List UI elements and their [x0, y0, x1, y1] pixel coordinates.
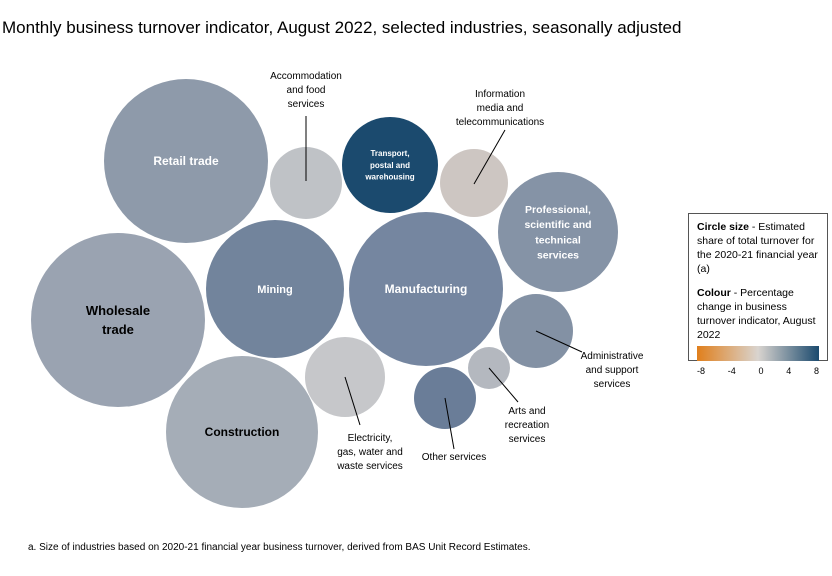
- bubble-label: Professional,: [525, 204, 591, 216]
- bubble-circle: [206, 220, 344, 358]
- bubble-label: Construction: [205, 425, 280, 439]
- legend-colour-text: - Percentage change in business turnover…: [697, 287, 816, 341]
- leader-line: [535, 330, 583, 353]
- legend-colour-label: Colour: [697, 287, 731, 299]
- bubble-label: recreation: [505, 420, 549, 431]
- bubble-construction: Construction: [166, 356, 318, 508]
- leader-line: [488, 367, 519, 403]
- bubble-circle: [342, 117, 438, 213]
- legend-colour: Colour - Percentage change in business t…: [697, 286, 819, 342]
- bubble-label: services: [509, 434, 546, 445]
- chart-title: Monthly business turnover indicator, Aug…: [2, 18, 682, 37]
- bubble-wholesale-trade: Wholesale trade: [31, 233, 205, 407]
- bubble-circle: [31, 233, 205, 407]
- legend-size-text: - Estimated share of total turnover for …: [697, 221, 818, 275]
- bubble-label: scientific and: [524, 219, 591, 231]
- bubble-information-media-and-telecommunications: Information media and telecommunications: [440, 89, 544, 217]
- bubble-label: services: [288, 99, 325, 110]
- tick: -4: [727, 366, 736, 376]
- bubble-label: services: [594, 379, 631, 390]
- bubble-label: Transport,: [370, 149, 409, 158]
- bubble-transport-postal-and-warehousing: Transport, postal and warehousing: [342, 117, 438, 213]
- bubble-label: telecommunications: [456, 117, 544, 128]
- footnote: a. Size of industries based on 2020-21 f…: [28, 542, 531, 553]
- bubble-label: Retail trade: [153, 154, 219, 168]
- bubble-label: Arts and: [508, 406, 545, 417]
- bubble-electricity-gas-water-and-waste-services: Electricity, gas, water and waste services: [305, 337, 403, 472]
- bubble-label: Other services: [422, 452, 486, 463]
- bubble-label: warehousing: [364, 172, 414, 181]
- bubble-label: trade: [102, 322, 134, 337]
- colour-scale-ticks: -8 -4 0 4 8: [697, 364, 819, 378]
- bubble-circle: [498, 172, 618, 292]
- bubble-other-services: Other services: [414, 367, 486, 463]
- bubble-arts-and-recreation-services: Arts and recreation services: [468, 347, 549, 445]
- bubble-label: postal and: [370, 161, 410, 170]
- tick: 0: [758, 366, 764, 376]
- bubble-label: waste services: [336, 461, 403, 472]
- leader-line: [444, 397, 455, 450]
- bubble-circle: [270, 147, 342, 219]
- colour-scale-bar: [697, 346, 819, 361]
- leader-line: [344, 376, 361, 426]
- bubble-label: Accommodation: [270, 71, 342, 82]
- tick: -8: [697, 366, 706, 376]
- legend-size-label: Circle size: [697, 221, 749, 233]
- bubble-label: Wholesale: [86, 303, 150, 318]
- bubble-label: Manufacturing: [385, 282, 468, 296]
- legend: Circle size - Estimated share of total t…: [688, 213, 828, 376]
- bubble-label: Mining: [257, 284, 292, 296]
- bubble-circle: [104, 79, 268, 243]
- bubble-circle: [349, 212, 503, 366]
- bubble-manufacturing: Manufacturing: [349, 212, 503, 366]
- leader-line: [473, 129, 506, 185]
- bubble-administrative-and-support-services: Administrative and support services: [499, 294, 644, 390]
- bubble-mining: Mining: [206, 220, 344, 358]
- bubble-label: services: [537, 250, 579, 262]
- bubble-label: Information: [475, 89, 525, 100]
- legend-size: Circle size - Estimated share of total t…: [697, 220, 819, 276]
- bubble-label: and food: [287, 85, 326, 96]
- bubble-retail-trade: Retail trade: [104, 79, 268, 243]
- bubble-professional-scientific-and-technical-services: Professional, scientific and technical serv…: [498, 172, 618, 292]
- bubble-circle: [166, 356, 318, 508]
- bubble-label: Administrative: [581, 351, 644, 362]
- bubble-accommodation-and-food-services: Accommodation and food services: [270, 71, 342, 219]
- bubble-label: technical: [535, 234, 581, 246]
- bubble-label: gas, water and: [337, 447, 403, 458]
- bubble-label: Electricity,: [348, 433, 393, 444]
- tick: 4: [786, 366, 792, 376]
- bubble-label: media and: [477, 103, 524, 114]
- tick: 8: [813, 366, 819, 376]
- bubble-label: and support: [586, 365, 639, 376]
